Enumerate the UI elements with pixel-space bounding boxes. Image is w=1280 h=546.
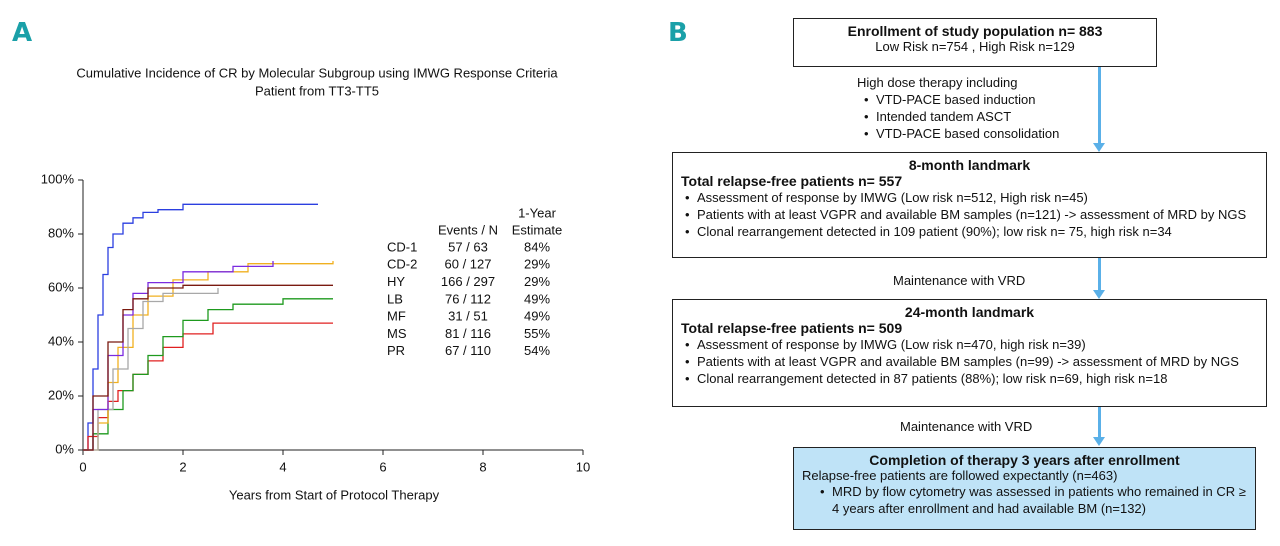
chart-subtitle: Patient from TT3-TT5 xyxy=(255,83,379,98)
arrow xyxy=(1093,258,1105,299)
table-header: 1-Year xyxy=(518,205,556,220)
legend-label: HY xyxy=(387,274,405,289)
events-n: 76 / 112 xyxy=(445,291,491,306)
bullet: Patients with at least VGPR and availabl… xyxy=(685,353,1258,370)
panel-label: A xyxy=(12,18,33,48)
box: 24-month landmark Total relapse-free pat… xyxy=(672,299,1267,407)
bullet: Patients with at least VGPR and availabl… xyxy=(685,206,1258,223)
box-text: Relapse-free patients are followed expec… xyxy=(802,468,1118,483)
step-line xyxy=(83,261,274,451)
box: Completion of therapy 3 years after enro… xyxy=(793,447,1256,530)
events-n: 81 / 116 xyxy=(445,326,491,341)
events-n: 57 / 63 xyxy=(448,239,488,254)
legend-label: MS xyxy=(387,326,407,341)
bullet: Assessment of response by IMWG (Low risk… xyxy=(685,189,1258,206)
y-tick-label: 60% xyxy=(48,279,74,294)
y-tick-label: 20% xyxy=(48,387,74,402)
estimate: 29% xyxy=(524,274,550,289)
events-n: 31 / 51 xyxy=(448,309,488,324)
box: 8-month landmark Total relapse-free pati… xyxy=(672,152,1267,258)
bullet: Clonal rearrangement detected in 87 pati… xyxy=(685,370,1258,387)
legend-label: PR xyxy=(387,343,405,358)
x-tick-label: 8 xyxy=(479,459,486,474)
bullet: MRD by flow cytometry was assessed in pa… xyxy=(820,483,1247,517)
bullet: Intended tandem ASCT xyxy=(864,108,1059,125)
y-tick-label: 100% xyxy=(41,171,75,186)
bullet: Clonal rearrangement detected in 109 pat… xyxy=(685,223,1258,240)
box-title: 24-month landmark xyxy=(904,304,1035,320)
legend-label: CD-1 xyxy=(387,239,417,254)
panel-label: B xyxy=(668,18,688,48)
x-tick-label: 4 xyxy=(279,459,286,474)
step-note: Maintenance with VRD xyxy=(900,419,1033,434)
y-tick-label: 40% xyxy=(48,333,74,348)
legend-label: LB xyxy=(387,291,403,306)
estimate: 49% xyxy=(524,309,550,324)
estimate: 49% xyxy=(524,291,550,306)
x-tick-label: 0 xyxy=(79,459,86,474)
events-n: 67 / 110 xyxy=(445,343,491,358)
box: Enrollment of study population n= 883 Lo… xyxy=(793,18,1157,67)
step-note: Maintenance with VRD xyxy=(893,273,1026,288)
estimate: 55% xyxy=(524,326,550,341)
box-text: Low Risk n=754 , High Risk n=129 xyxy=(875,39,1075,54)
box-title: Completion of therapy 3 years after enro… xyxy=(869,452,1180,468)
step-line xyxy=(83,284,333,451)
step-note: High dose therapy including VTD-PACE bas… xyxy=(857,75,1059,142)
bullet: VTD-PACE based consolidation xyxy=(864,125,1059,142)
box-title: 8-month landmark xyxy=(908,157,1031,173)
x-tick-label: 10 xyxy=(576,459,590,474)
events-n: 60 / 127 xyxy=(445,257,492,272)
chart-title: Cumulative Incidence of CR by Molecular … xyxy=(76,65,558,80)
events-n: 166 / 297 xyxy=(441,274,495,289)
box-subtitle: Total relapse-free patients n= 509 xyxy=(681,320,903,336)
estimate: 54% xyxy=(524,343,550,358)
x-tick-label: 6 xyxy=(379,459,386,474)
step-line xyxy=(83,203,318,451)
bullet: VTD-PACE based induction xyxy=(864,91,1059,108)
step-line xyxy=(83,261,334,451)
legend-label: CD-2 xyxy=(387,257,417,272)
estimate: 84% xyxy=(524,239,550,254)
x-tick-label: 2 xyxy=(179,459,186,474)
y-tick-label: 0% xyxy=(55,441,74,456)
arrow xyxy=(1093,407,1105,446)
table-header: Events / N xyxy=(438,222,498,237)
step-line xyxy=(83,298,333,451)
x-axis-label: Years from Start of Protocol Therapy xyxy=(229,487,440,502)
y-tick-label: 80% xyxy=(48,225,74,240)
table-header: Estimate xyxy=(512,222,563,237)
bullet: Assessment of response by IMWG (Low risk… xyxy=(685,336,1258,353)
estimate: 29% xyxy=(524,257,550,272)
arrow xyxy=(1093,67,1105,152)
box-title: Enrollment of study population n= 883 xyxy=(847,23,1103,39)
box-subtitle: Total relapse-free patients n= 557 xyxy=(681,173,903,189)
chart: Cumulative Incidence of CR by Molecular … xyxy=(41,65,590,502)
step-title: High dose therapy including xyxy=(857,75,1018,90)
legend-label: MF xyxy=(387,309,406,324)
